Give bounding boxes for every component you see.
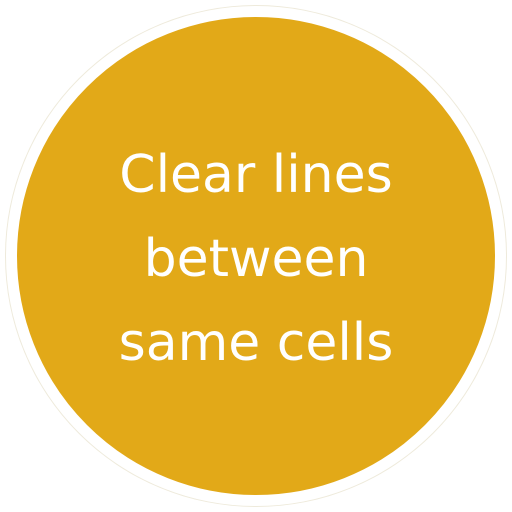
badge-label-line-1: Clear lines xyxy=(119,145,393,205)
badge-label-line-3: same cells xyxy=(118,313,394,373)
badge-label: Clear lines between same cells xyxy=(76,133,436,385)
badge-label-line-2: between xyxy=(143,229,369,289)
hint-badge[interactable]: Clear lines between same cells xyxy=(6,6,506,506)
